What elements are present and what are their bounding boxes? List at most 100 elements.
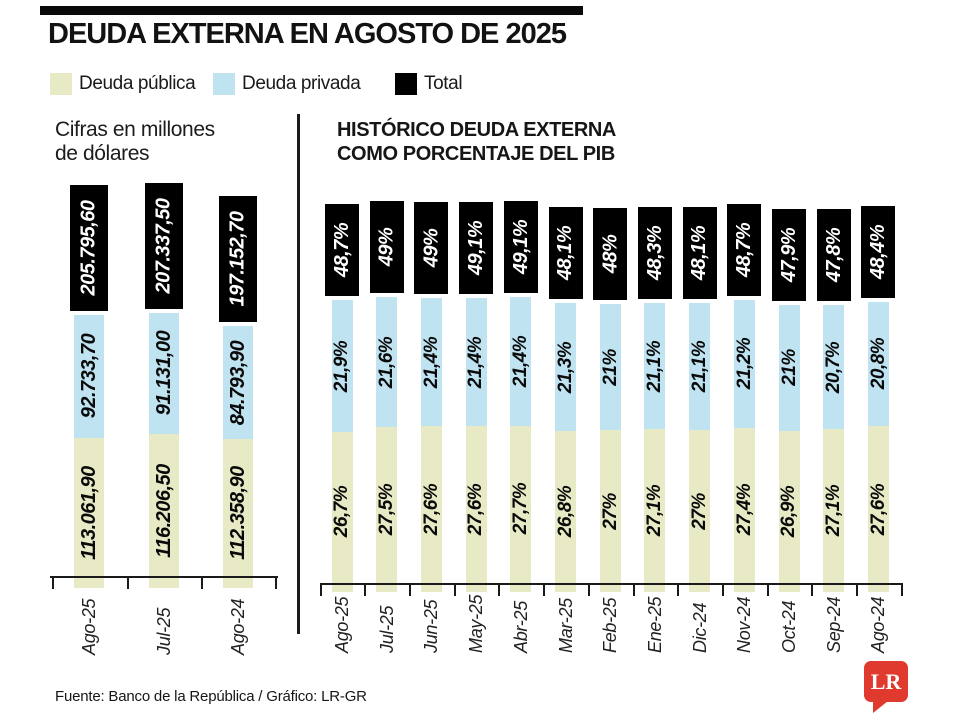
total-value-label: 48,3%: [643, 225, 666, 280]
total-label-box: 49,1%: [503, 201, 538, 294]
total-label-box: 197.152,70: [219, 196, 257, 323]
bar-segment-deuda-publica: 116.206,50: [149, 433, 179, 588]
x-axis-tick: [453, 583, 456, 596]
legend-label: Deuda privada: [242, 73, 361, 94]
bar-segment-deuda-privada: 92.733,70: [74, 314, 104, 438]
bar-segment-deuda-privada: 21,4%: [510, 297, 532, 426]
x-axis-line: [320, 583, 901, 585]
bar-segment-deuda-publica: 27,6%: [867, 426, 889, 592]
x-axis-label-text: Ago-24: [868, 596, 889, 653]
bar-segment-deuda-privada: 21,1%: [644, 302, 666, 430]
bar-segment-deuda-publica: 27%: [689, 430, 711, 592]
deuda-publica-value-label: 27,6%: [465, 483, 487, 535]
x-axis-tick: [543, 583, 546, 596]
deuda-publica-value-label: 27,7%: [510, 483, 532, 535]
legend-item-deuda-publica: Deuda pública: [50, 73, 213, 95]
total-label-box: 48%: [593, 208, 628, 300]
bar-segment-deuda-publica: 27,5%: [376, 427, 398, 592]
total-value-label: 49,1%: [465, 220, 488, 276]
total-value-label: 49,1%: [509, 220, 532, 275]
deuda-privada-value-label: 21,4%: [465, 336, 487, 388]
deuda-privada-value-label: 21,3%: [555, 341, 576, 393]
bar-segment-deuda-publica: 27,6%: [465, 426, 487, 592]
bar-segment-deuda-privada: 21%: [778, 304, 800, 431]
bar-segment-deuda-privada: 21,1%: [689, 303, 711, 430]
deuda-privada-value-label: 21,2%: [733, 338, 755, 390]
bar-segment-deuda-publica: 27,1%: [644, 429, 666, 592]
total-label-box: 48,1%: [548, 207, 583, 300]
x-axis-label-text: Dic-24: [689, 602, 710, 653]
x-axis-label-text: Jul-25: [376, 605, 397, 653]
deuda-privada-swatch-icon: [213, 73, 235, 95]
page-title: DEUDA EXTERNA EN AGOSTO DE 2025: [48, 18, 567, 50]
deuda-privada-value-label: 21,1%: [689, 341, 711, 393]
x-axis-tick: [856, 583, 859, 596]
deuda-publica-value-label: 27,6%: [867, 483, 889, 535]
total-label-box: 47,9%: [772, 208, 806, 301]
x-axis-tick: [319, 583, 322, 596]
x-axis-tick: [677, 583, 680, 596]
total-label-box: 49,1%: [459, 202, 494, 294]
x-axis-label-text: Nov-24: [734, 596, 755, 653]
bar-segment-deuda-publica: 26,9%: [778, 430, 800, 592]
deuda-publica-value-label: 26,7%: [331, 486, 353, 538]
total-label-box: 48,7%: [325, 204, 359, 297]
total-value-label: 48%: [599, 234, 622, 274]
total-value-label: 48,1%: [554, 226, 577, 281]
bar-segment-deuda-privada: 91.131,00: [149, 312, 179, 434]
total-swatch-icon: [395, 73, 417, 95]
right-chart-title: HISTÓRICO DEUDA EXTERNA COMO PORCENTAJE …: [337, 119, 616, 165]
bar-segment-deuda-privada: 21%: [599, 304, 621, 430]
bar-segment-deuda-privada: 84.793,90: [223, 326, 253, 439]
x-axis-tick: [275, 576, 278, 589]
deuda-publica-value-label: 26,8%: [555, 485, 576, 538]
total-label-box: 48,3%: [637, 206, 672, 299]
deuda-privada-value-label: 20,7%: [823, 341, 845, 393]
x-axis-label-text: May-25: [466, 594, 487, 653]
deuda-privada-value-label: 21,9%: [331, 340, 353, 392]
deuda-publica-value-label: 27%: [599, 492, 621, 530]
x-axis-tick: [632, 583, 635, 596]
bar-segment-deuda-privada: 21,3%: [555, 303, 576, 432]
x-axis-label-text: Ene-25: [644, 596, 665, 653]
lr-logo: LR: [864, 661, 908, 713]
deuda-publica-value-label: 27,1%: [644, 485, 666, 537]
deuda-privada-value-label: 21,6%: [376, 336, 398, 388]
deuda-publica-value-label: 27%: [689, 492, 711, 530]
deuda-privada-value-label: 21,4%: [510, 335, 532, 388]
source-credit: Fuente: Banco de la República / Gráfico:…: [55, 688, 367, 705]
x-axis-tick: [201, 576, 203, 589]
bar-segment-deuda-privada: 20,8%: [867, 301, 889, 427]
x-axis-tick: [51, 576, 54, 589]
x-axis-label-text: Oct-24: [779, 600, 799, 653]
total-label-box: 49%: [414, 202, 449, 294]
bar-segment-deuda-publica: 26,7%: [331, 431, 353, 592]
x-axis-tick: [126, 576, 129, 589]
bar-segment-deuda-publica: 27,7%: [510, 425, 532, 592]
total-value-label: 48,1%: [688, 226, 711, 281]
total-label-box: 48,1%: [682, 207, 717, 300]
bar-segment-deuda-privada: 21,2%: [733, 300, 755, 428]
total-value-label: 49%: [375, 228, 398, 267]
total-value-label: 49%: [420, 228, 443, 268]
legend-label: Deuda pública: [79, 73, 196, 94]
deuda-privada-value-label: 21%: [599, 348, 621, 386]
total-label-box: 48,7%: [727, 204, 762, 297]
bar-segment-deuda-privada: 21,6%: [376, 297, 398, 427]
top-rule: [40, 6, 583, 15]
deuda-privada-value-label: 21%: [778, 349, 800, 386]
x-axis-tick: [498, 583, 501, 596]
bar-segment-deuda-publica: 27,1%: [823, 429, 845, 592]
total-value-label: 47,8%: [822, 228, 845, 283]
x-axis-line: [50, 576, 278, 578]
deuda-publica-swatch-icon: [50, 73, 72, 95]
total-value-label: 48,7%: [733, 223, 756, 278]
section-divider: [297, 114, 300, 634]
legend-item-deuda-privada: Deuda privada: [213, 73, 395, 95]
x-axis-label-text: Ago-25: [332, 596, 352, 653]
deuda-privada-value-label: 21,1%: [644, 340, 666, 392]
bar-segment-deuda-publica: 26,8%: [555, 431, 576, 592]
total-label-box: 207.337,50: [145, 182, 183, 309]
